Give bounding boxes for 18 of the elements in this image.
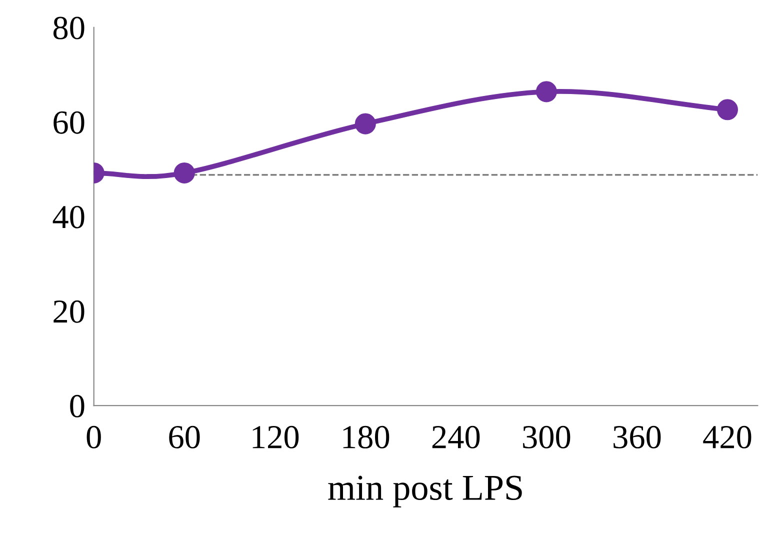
x-tick-label: 420 — [703, 426, 752, 448]
y-tick-label: 20 — [54, 300, 84, 323]
point — [174, 162, 195, 184]
x-tick-label: 120 — [252, 426, 299, 448]
x-tick-label: 240 — [432, 426, 480, 448]
x-tick-label: 0 — [86, 426, 101, 448]
y-tick-label: 0 — [70, 394, 84, 418]
x-tick-label: 360 — [614, 426, 661, 448]
x-axis-title: min post LPS — [328, 476, 522, 508]
y-tick-label: 80 — [53, 16, 84, 40]
point — [716, 99, 738, 120]
point — [536, 81, 557, 102]
x-tick-label: 300 — [523, 426, 570, 448]
y-tick-label: 40 — [52, 206, 84, 228]
x-tick-label: 180 — [343, 426, 390, 448]
point — [354, 113, 376, 134]
x-tick-label: 60 — [169, 426, 200, 448]
y-tick-label: 60 — [54, 111, 84, 134]
